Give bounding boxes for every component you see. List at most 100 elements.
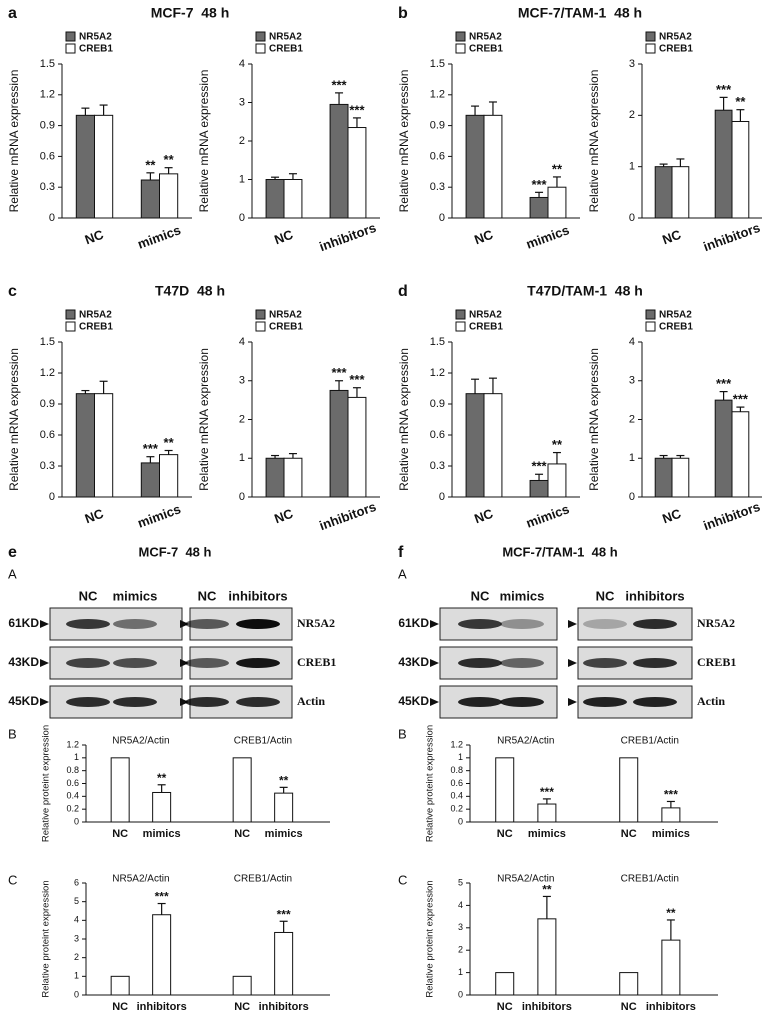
x-tick-label: NC bbox=[660, 227, 683, 248]
bar bbox=[671, 166, 690, 219]
x-tick-label: inhibitors bbox=[522, 1001, 572, 1013]
y-axis-label: Relative mRNA expression bbox=[7, 348, 21, 491]
bar bbox=[347, 127, 367, 219]
significance: ** bbox=[164, 152, 175, 167]
x-tick-label: inhibitors bbox=[317, 499, 378, 533]
sub-label: B bbox=[8, 726, 17, 741]
bar bbox=[152, 914, 172, 996]
bar bbox=[547, 463, 567, 498]
significance: *** bbox=[349, 102, 365, 117]
sub-label: C bbox=[398, 872, 407, 887]
legend-label: CREB1 bbox=[469, 322, 503, 333]
lane-label: inhibitors bbox=[228, 588, 287, 603]
y-tick-label: 4 bbox=[629, 336, 635, 348]
marker-label: 61KD bbox=[398, 616, 429, 630]
protein-label: Actin bbox=[697, 694, 725, 708]
x-tick-label: NC bbox=[112, 1001, 128, 1013]
legend-swatch bbox=[645, 43, 656, 54]
legend-label: NR5A2 bbox=[269, 310, 302, 321]
significance: ** bbox=[735, 94, 746, 109]
x-tick-label: inhibitors bbox=[646, 1001, 696, 1013]
y-tick-label: 1 bbox=[74, 752, 79, 762]
blot-band bbox=[583, 658, 627, 668]
y-tick-label: 2 bbox=[458, 945, 463, 955]
legend-swatch bbox=[65, 43, 76, 54]
significance: *** bbox=[531, 177, 547, 192]
x-tick-label: NC bbox=[472, 227, 495, 248]
y-tick-label: 0 bbox=[439, 212, 445, 224]
y-tick-label: 0.3 bbox=[430, 181, 445, 193]
bar bbox=[75, 393, 96, 498]
sub-label: A bbox=[398, 566, 407, 581]
bar bbox=[94, 393, 114, 498]
blot-band bbox=[500, 697, 544, 707]
blot-band bbox=[500, 658, 544, 668]
bar bbox=[94, 114, 114, 219]
bar bbox=[110, 757, 130, 823]
lane-label: inhibitors bbox=[625, 588, 684, 603]
bar bbox=[671, 457, 690, 498]
bar bbox=[529, 196, 549, 219]
significance: *** bbox=[716, 376, 732, 391]
y-tick-label: 4 bbox=[239, 58, 245, 70]
significance: ** bbox=[145, 157, 156, 172]
blot-band bbox=[66, 697, 110, 707]
blot-band bbox=[500, 619, 544, 629]
y-tick-label: 0.3 bbox=[40, 460, 55, 472]
x-tick-label: NC bbox=[497, 1001, 513, 1013]
x-tick-label: NC bbox=[234, 1001, 250, 1013]
x-tick-label: mimics bbox=[652, 828, 690, 840]
y-tick-label: 1.2 bbox=[40, 89, 55, 101]
y-axis-label: Relative mRNA expression bbox=[7, 70, 21, 213]
y-tick-label: 0.3 bbox=[430, 460, 445, 472]
marker-label: 43KD bbox=[398, 655, 429, 669]
significance: *** bbox=[143, 441, 159, 456]
group-label: NR5A2/Actin bbox=[112, 874, 169, 885]
y-tick-label: 1.2 bbox=[450, 739, 463, 749]
sub-label: A bbox=[8, 566, 17, 581]
blot-band bbox=[113, 697, 157, 707]
significance: ** bbox=[157, 771, 167, 785]
legend-label: NR5A2 bbox=[269, 32, 302, 43]
bar bbox=[283, 457, 303, 498]
blot-band bbox=[66, 658, 110, 668]
group-label: NR5A2/Actin bbox=[497, 736, 554, 747]
bar bbox=[232, 757, 252, 823]
group-label: NR5A2/Actin bbox=[497, 874, 554, 885]
y-tick-label: 3 bbox=[239, 96, 245, 108]
legend-label: CREB1 bbox=[269, 322, 303, 333]
marker-label: 43KD bbox=[8, 655, 39, 669]
legend-swatch bbox=[645, 309, 656, 320]
bar bbox=[661, 939, 681, 996]
legend-label: NR5A2 bbox=[659, 32, 692, 43]
x-tick-label: inhibitors bbox=[701, 220, 762, 254]
bar bbox=[529, 479, 549, 498]
y-tick-label: 0.6 bbox=[40, 150, 55, 162]
significance: ** bbox=[542, 883, 552, 897]
x-tick-label: NC bbox=[112, 828, 128, 840]
protein-label: NR5A2 bbox=[697, 616, 735, 630]
legend-swatch bbox=[255, 31, 266, 42]
y-tick-label: 1.2 bbox=[430, 367, 445, 379]
panel-title: T47D/TAM-1 48 h bbox=[527, 283, 643, 299]
panel-letter: e bbox=[8, 544, 17, 561]
y-tick-label: 0 bbox=[458, 816, 463, 826]
blot-band bbox=[66, 619, 110, 629]
protein-label: CREB1 bbox=[697, 655, 736, 669]
y-axis-label: Relative mRNA expression bbox=[197, 348, 211, 491]
y-tick-label: 5 bbox=[458, 877, 463, 887]
legend-swatch bbox=[645, 31, 656, 42]
x-tick-label: NC bbox=[234, 828, 250, 840]
bar bbox=[661, 807, 681, 823]
blot-band bbox=[236, 658, 280, 668]
y-axis-label: Relative proteint expression bbox=[41, 880, 52, 997]
legend-label: CREB1 bbox=[269, 44, 303, 55]
y-tick-label: 0.3 bbox=[40, 181, 55, 193]
y-tick-label: 5 bbox=[74, 896, 79, 906]
y-tick-label: 0 bbox=[239, 212, 245, 224]
significance: *** bbox=[331, 365, 347, 380]
significance: *** bbox=[540, 785, 554, 799]
blot-band bbox=[236, 697, 280, 707]
bar bbox=[140, 179, 161, 219]
